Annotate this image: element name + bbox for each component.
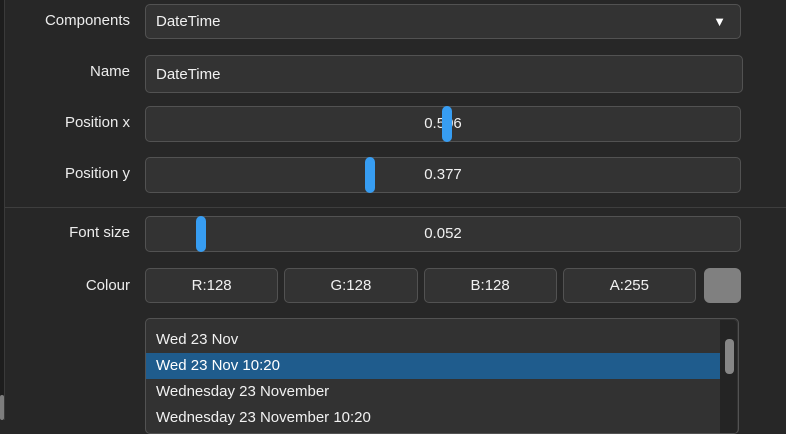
font-size-value: 0.052	[424, 225, 462, 242]
position-y-slider-handle[interactable]	[364, 157, 375, 193]
components-label: Components	[44, 12, 130, 29]
position-x-slider-handle[interactable]	[441, 106, 452, 142]
date-format-list-items: Wed 23 Nov Wed 23 Nov 10:20 Wednesday 23 N…	[146, 327, 738, 431]
panel-left-scrollbar-thumb[interactable]	[0, 395, 4, 420]
colour-label: Colour	[85, 277, 130, 294]
list-item[interactable]: Wed 23 Nov 10:20	[146, 353, 720, 379]
colour-alpha-button[interactable]: A:255	[562, 268, 696, 303]
components-dropdown-value: DateTime	[156, 13, 221, 30]
font-size-label: Font size	[69, 224, 130, 241]
position-y-slider[interactable]: 0.377	[145, 157, 741, 193]
name-label: Name	[89, 63, 130, 80]
colour-controls: R:128 G:128 B:128 A:255	[145, 268, 741, 303]
name-input[interactable]	[145, 55, 743, 93]
colour-green-button[interactable]: G:128	[284, 268, 418, 303]
colour-swatch[interactable]	[704, 268, 741, 303]
date-format-list[interactable]: Wed 23 Nov Wed 23 Nov 10:20 Wednesday 23 N…	[145, 318, 739, 434]
section-divider	[5, 207, 786, 208]
position-x-label: Position x	[64, 114, 130, 131]
font-size-slider-handle[interactable]	[195, 216, 206, 252]
position-y-label: Position y	[64, 165, 130, 182]
list-item[interactable]: Wednesday 23 November 10:20	[156, 409, 371, 426]
list-item[interactable]: Wed 23 Nov	[156, 331, 239, 348]
panel-left-scrollbar-track[interactable]	[0, 0, 5, 420]
colour-red-button[interactable]: R:128	[145, 268, 279, 303]
colour-blue-button[interactable]: B:128	[423, 268, 557, 303]
chevron-down-icon: ▼	[713, 14, 726, 29]
position-y-value: 0.377	[424, 166, 462, 183]
list-scrollbar-track[interactable]	[720, 320, 737, 433]
font-size-slider[interactable]: 0.052	[145, 216, 741, 252]
position-x-slider[interactable]: 0.506	[145, 106, 741, 142]
list-item[interactable]: Wednesday 23 November	[156, 383, 330, 400]
components-dropdown[interactable]: DateTime ▼	[145, 4, 741, 39]
list-scrollbar-thumb[interactable]	[725, 339, 734, 374]
